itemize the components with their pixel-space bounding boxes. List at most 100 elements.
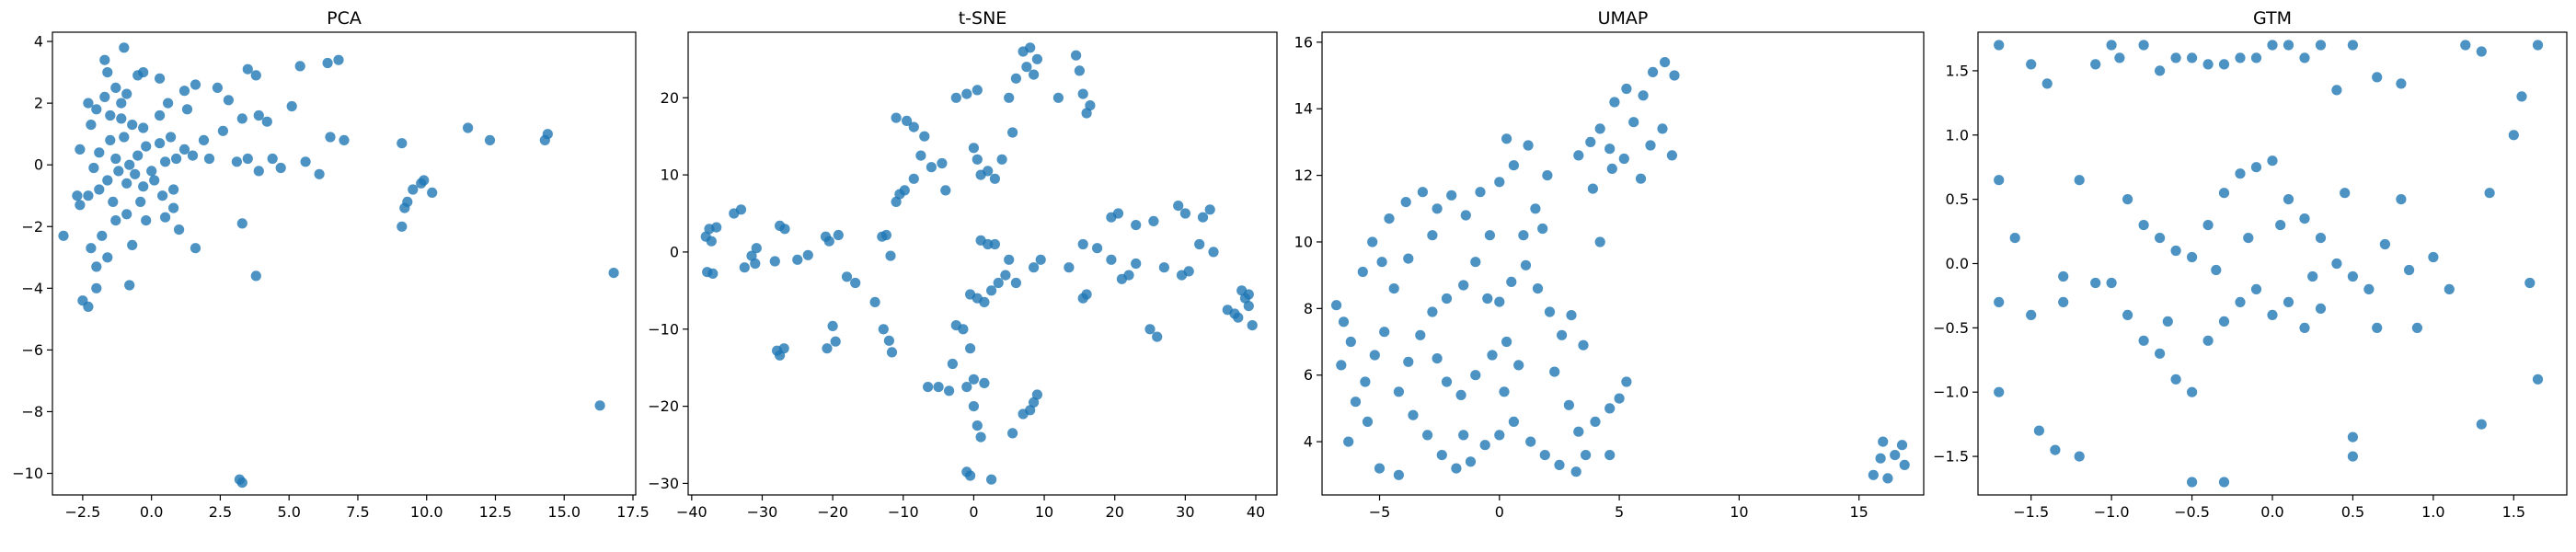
tsne-point <box>1029 69 1040 80</box>
umap-point <box>1436 450 1447 461</box>
gtm-point <box>2211 264 2222 276</box>
umap-x-tick-label: −5 <box>1369 503 1391 521</box>
tsne-point <box>1179 208 1190 219</box>
gtm-point <box>1994 175 2005 186</box>
umap-point <box>1475 187 1486 198</box>
tsne-point <box>841 271 853 282</box>
pca-point <box>236 113 247 124</box>
gtm-point <box>2275 220 2286 231</box>
tsne-point <box>1010 73 1021 84</box>
pca-point <box>121 209 132 220</box>
pca-point <box>322 57 333 69</box>
umap-point <box>1585 136 1596 147</box>
tsne-point <box>1074 65 1085 76</box>
gtm-point <box>2106 40 2117 51</box>
umap-x-tick-label: 10 <box>1730 503 1748 521</box>
gtm-point <box>2283 296 2294 307</box>
pca-point <box>155 138 166 149</box>
tsne-point <box>1031 53 1042 64</box>
pca-x-tick-label: 7.5 <box>346 503 369 521</box>
gtm-point <box>2347 431 2358 443</box>
umap-point <box>1660 57 1671 68</box>
umap-point <box>1581 450 1592 461</box>
umap-point <box>1379 327 1390 338</box>
gtm-point <box>2460 40 2471 51</box>
tsne-point <box>968 143 979 154</box>
umap-point <box>1518 230 1529 241</box>
tsne-point <box>961 88 972 99</box>
pca-point <box>86 243 97 254</box>
tsne-point <box>1208 247 1219 258</box>
umap-x-tick-label: 15 <box>1849 503 1868 521</box>
pca-point <box>91 104 102 115</box>
pca-point <box>124 280 135 291</box>
umap-point <box>1594 123 1605 134</box>
tsne-point <box>965 343 976 354</box>
pca-point <box>119 132 130 143</box>
pca-point <box>124 159 135 170</box>
tsne-point <box>1007 127 1018 138</box>
tsne-point <box>1081 108 1092 119</box>
tsne-point <box>1021 62 1032 73</box>
gtm-point <box>2340 188 2351 199</box>
gtm-point <box>2267 40 2278 51</box>
umap-point <box>1403 356 1414 367</box>
pca-point <box>594 400 605 411</box>
gtm-x-tick-label: −0.5 <box>2174 503 2210 521</box>
tsne-point <box>993 277 1004 289</box>
gtm-x-tick-label: −1.0 <box>2094 503 2130 521</box>
tsne-point <box>986 285 997 296</box>
umap-point <box>1494 177 1505 188</box>
gtm-point <box>2315 40 2327 51</box>
pca-x-tick-label: 17.5 <box>616 503 650 521</box>
pca-point <box>83 301 94 312</box>
umap-point <box>1499 386 1510 397</box>
pca-point <box>119 42 130 53</box>
pca-point <box>88 162 99 174</box>
gtm-point <box>2508 130 2519 141</box>
umap-point <box>1563 399 1574 410</box>
pca-point <box>141 141 152 152</box>
umap-point <box>1446 190 1457 201</box>
gtm-point <box>2331 85 2342 96</box>
tsne-point <box>885 250 896 261</box>
pca-point <box>325 132 336 143</box>
umap-point <box>1336 360 1347 371</box>
pca-point <box>267 153 278 165</box>
umap-point <box>1669 70 1680 81</box>
pca-point <box>141 215 152 226</box>
umap-point <box>1350 397 1362 408</box>
pca-point <box>135 196 146 207</box>
gtm-x-tick-label: 0.5 <box>2341 503 2364 521</box>
gtm-point <box>2396 194 2407 205</box>
tsne-point <box>975 431 986 443</box>
tsne-point <box>707 268 719 279</box>
umap-point <box>1604 450 1616 461</box>
pca-point <box>187 150 199 161</box>
tsne-x-tick-label: 0 <box>969 503 978 521</box>
pca-point <box>110 153 121 165</box>
pca-point <box>75 144 86 155</box>
gtm-point <box>2347 270 2358 282</box>
pca-point <box>86 120 97 131</box>
umap-point <box>1657 123 1668 134</box>
tsne-point <box>1131 258 1142 270</box>
pca-point <box>419 175 430 186</box>
pca-point <box>160 212 171 223</box>
umap-point <box>1331 300 1342 311</box>
umap-point <box>1628 117 1639 128</box>
tsne-y-tick-label: 0 <box>670 243 679 260</box>
tsne-x-tick-label: 10 <box>1035 503 1053 521</box>
umap-point <box>1393 386 1404 397</box>
umap-point <box>1878 436 1889 447</box>
umap-y-tick-label: 14 <box>1294 100 1313 118</box>
umap-point <box>1618 153 1629 165</box>
pca-point <box>155 109 166 121</box>
umap-point <box>1554 459 1565 470</box>
tsne-x-tick-label: 40 <box>1247 503 1265 521</box>
umap-point <box>1523 140 1534 151</box>
pca-point <box>113 166 124 177</box>
gtm-point <box>2379 238 2390 250</box>
tsne-point <box>1183 266 1194 277</box>
tsne-point <box>1123 270 1134 281</box>
